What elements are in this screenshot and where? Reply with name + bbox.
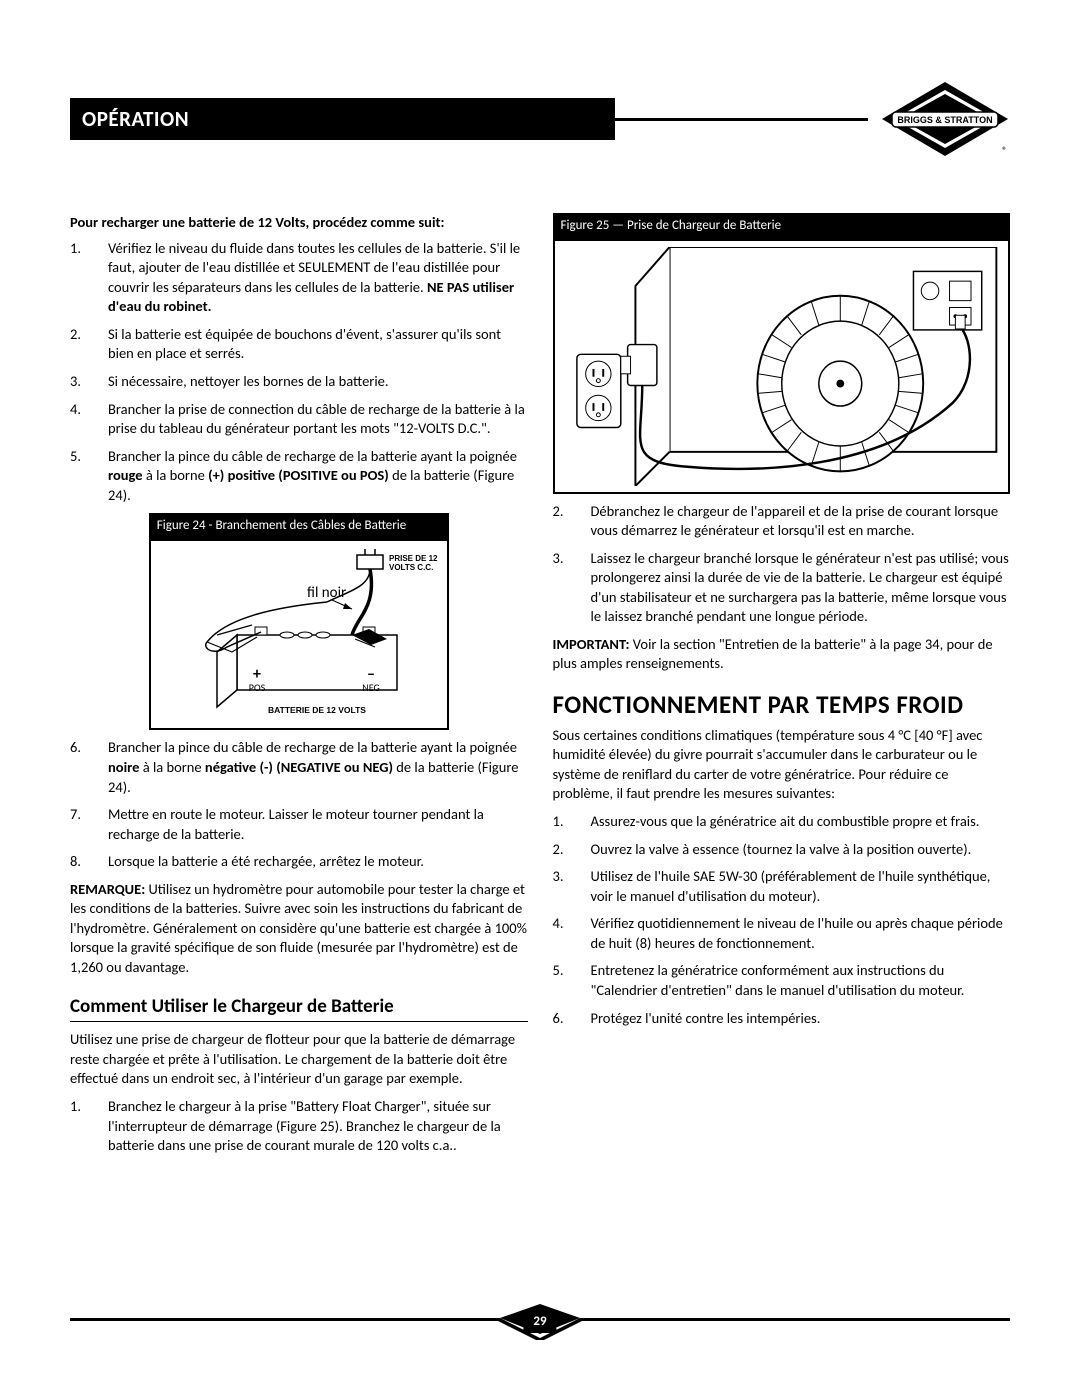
charger-intro: Utilisez une prise de chargeur de flotte…: [70, 1030, 528, 1089]
recharge-steps-2: Brancher la pince du câble de recharge d…: [70, 738, 528, 871]
step: Vérifiez quotidiennement le niveau de l'…: [553, 914, 1011, 953]
step: Branchez le chargeur à la prise "Battery…: [70, 1097, 528, 1156]
svg-text:BRIGGS & STRATTON: BRIGGS & STRATTON: [897, 115, 992, 125]
remark: REMARQUE: Utilisez un hydromètre pour au…: [70, 880, 528, 978]
figure-24: Figure 24 - Branchement des Câbles de Ba…: [149, 513, 449, 730]
figure-24-diagram: PRISE DE 12VOLTS C.C. fil noir: [149, 539, 449, 731]
recharge-steps-1: Vérifiez le niveau du fluide dans toutes…: [70, 239, 528, 506]
figure-25-diagram: [553, 239, 1011, 494]
right-column: Figure 25 — Prise de Chargeur de Batteri…: [553, 213, 1011, 1164]
step: Brancher la prise de connection du câble…: [70, 400, 528, 439]
svg-text:®: ®: [1002, 144, 1007, 157]
step: Ouvrez la valve à essence (tournez la va…: [553, 840, 1011, 860]
charger-steps-cont: Débranchez le chargeur de l'appareil et …: [553, 502, 1011, 627]
cold-heading: FONCTIONNEMENT PAR TEMPS FROID: [553, 688, 1011, 722]
page-number: 29: [523, 1310, 556, 1334]
step: Protégez l'unité contre les intempéries.: [553, 1009, 1011, 1029]
step: Laissez le chargeur branché lorsque le g…: [553, 549, 1011, 627]
header-rule: [615, 118, 868, 121]
svg-text:NEG: NEG: [362, 681, 380, 694]
brand-logo: BRIGGS & STRATTON ®: [880, 80, 1010, 158]
charger-steps: Branchez le chargeur à la prise "Battery…: [70, 1097, 528, 1156]
cold-steps: Assurez-vous que la génératrice ait du c…: [553, 812, 1011, 1028]
figure-25-caption: Figure 25 — Prise de Chargeur de Batteri…: [553, 213, 1011, 239]
cold-intro: Sous certaines conditions climatiques (t…: [553, 726, 1011, 804]
charger-heading: Comment Utiliser le Chargeur de Batterie: [70, 994, 528, 1020]
page-footer: 29: [70, 1304, 1010, 1340]
step: Vérifiez le niveau du fluide dans toutes…: [70, 239, 528, 317]
svg-text:POS: POS: [249, 681, 266, 694]
recharge-intro: Pour recharger une batterie de 12 Volts,…: [70, 213, 528, 233]
important-note: IMPORTANT: Voir la section "Entretien de…: [553, 635, 1011, 674]
step: Débranchez le chargeur de l'appareil et …: [553, 502, 1011, 541]
section-title: OPÉRATION: [70, 98, 615, 140]
step: Assurez-vous que la génératrice ait du c…: [553, 812, 1011, 832]
step: Brancher la pince du câble de recharge d…: [70, 738, 528, 797]
svg-text:PRISE DE 12VOLTS C.C.: PRISE DE 12VOLTS C.C.: [389, 554, 438, 572]
left-column: Pour recharger une batterie de 12 Volts,…: [70, 213, 528, 1164]
step: Si nécessaire, nettoyer les bornes de la…: [70, 372, 528, 392]
step: Si la batterie est équipée de bouchons d…: [70, 325, 528, 364]
heading-rule: [70, 1021, 528, 1022]
figure-24-caption: Figure 24 - Branchement des Câbles de Ba…: [149, 513, 449, 539]
step: Mettre en route le moteur. Laisser le mo…: [70, 805, 528, 844]
step: Brancher la pince du câble de recharge d…: [70, 447, 528, 506]
svg-text:BATTERIE DE 12 VOLTS: BATTERIE DE 12 VOLTS: [268, 705, 366, 715]
page-header: OPÉRATION BRIGGS & STRATTON ®: [70, 80, 1010, 158]
step: Lorsque la batterie a été rechargée, arr…: [70, 852, 528, 872]
step: Utilisez de l'huile SAE 5W-30 (préférabl…: [553, 867, 1011, 906]
step: Entretenez la génératrice conformément a…: [553, 961, 1011, 1000]
svg-text:fil noir: fil noir: [307, 584, 346, 602]
